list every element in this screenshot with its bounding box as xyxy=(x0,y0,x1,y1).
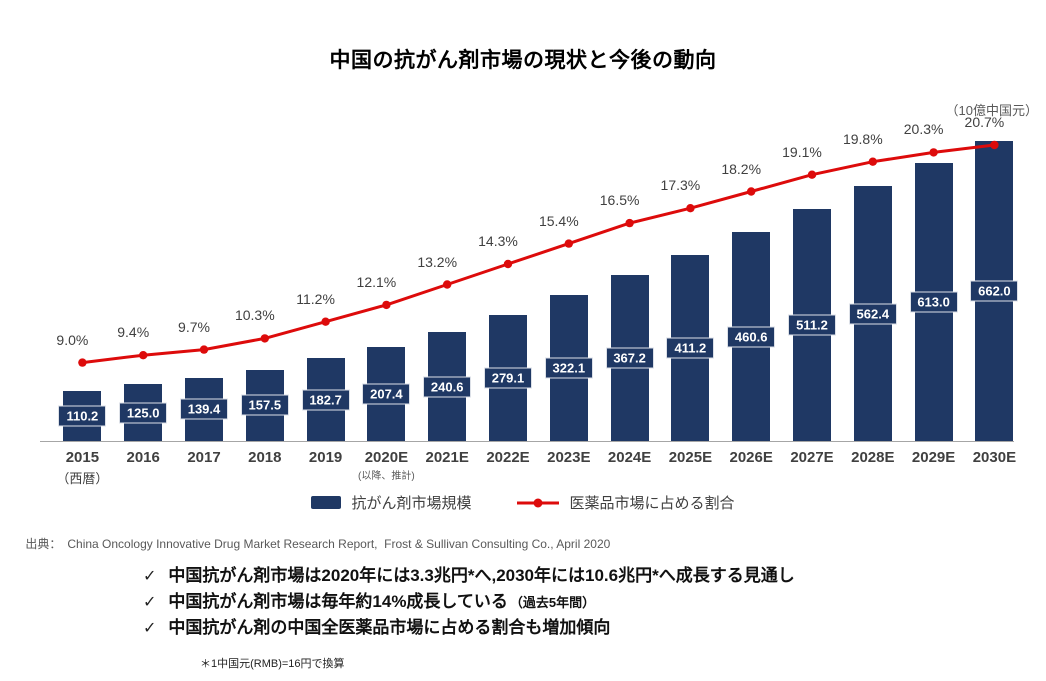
line-point-label: 9.4% xyxy=(117,324,150,341)
key-points-list: ✓ 中国抗がん剤市場は2020年には3.3兆円*へ,2030年には10.6兆円*… xyxy=(143,563,797,641)
line-point-label: 13.2% xyxy=(417,253,458,270)
line-point-label: 10.3% xyxy=(234,307,275,324)
key-point-2-text: 中国抗がん剤市場は毎年約14%成長している （過去5年間） xyxy=(168,592,596,611)
x-axis-label: 2026E xyxy=(729,449,773,466)
check-icon: ✓ xyxy=(143,620,157,637)
line-marker xyxy=(929,148,938,157)
key-point-1-text: 中国抗がん剤市場は2020年には3.3兆円*へ,2030年には10.6兆円*へ成… xyxy=(168,566,795,585)
line-marker xyxy=(625,218,634,228)
line-marker xyxy=(382,300,391,310)
x-axis-label: 2028E xyxy=(851,449,895,466)
line-marker xyxy=(747,187,756,196)
bar-value-label: 613.0 xyxy=(909,291,958,313)
line-marker xyxy=(199,345,209,354)
line-point-label: 9.7% xyxy=(178,318,210,335)
chart-legend: 抗がん剤市場規模 医薬品市場に占める割合 xyxy=(0,492,1046,513)
line-series-label: 医薬品市場に占める割合 xyxy=(569,495,735,512)
x-axis-label: 2015 xyxy=(65,449,100,466)
bar-value-label: 125.0 xyxy=(119,402,168,424)
source-note: 出典： China Oncology Innovative Drug Market… xyxy=(12,521,610,566)
line-marker xyxy=(807,170,817,179)
x-axis-label: 2017 xyxy=(187,449,221,466)
line-marker xyxy=(443,280,452,289)
x-axis-label: 2021E xyxy=(425,449,469,466)
bar-value-label: 182.7 xyxy=(301,389,350,411)
x-axis-label: 2023E xyxy=(547,449,591,466)
x-axis xyxy=(40,441,1014,442)
line-point-label: 19.1% xyxy=(782,143,822,160)
unit-label: （10億中国元） xyxy=(945,103,1038,118)
legend-bar-entry: 抗がん剤市場規模 xyxy=(311,492,472,513)
line-marker xyxy=(139,351,148,360)
key-point-2: ✓ 中国抗がん剤市場は毎年約14%成長している （過去5年間） xyxy=(143,589,797,615)
key-point-1: ✓ 中国抗がん剤市場は2020年には3.3兆円*へ,2030年には10.6兆円*… xyxy=(143,563,797,589)
x-axis-label: 2024E xyxy=(607,449,652,466)
line-point-label: 11.2% xyxy=(296,290,335,307)
bar-series-swatch xyxy=(311,496,342,509)
bar-value-label: 367.2 xyxy=(605,347,654,369)
bar-value-label: 322.1 xyxy=(544,357,593,379)
bar-value-label: 279.1 xyxy=(484,367,532,389)
bar-value-label: 240.6 xyxy=(423,376,472,397)
line-marker xyxy=(503,259,513,269)
line-marker xyxy=(868,157,877,166)
line-point-label: 9.0% xyxy=(56,331,89,348)
bar-value-label: 110.2 xyxy=(58,405,107,427)
line-point-label: 15.4% xyxy=(538,212,579,229)
x-axis-label: 2029E xyxy=(911,449,956,466)
line-marker xyxy=(564,239,573,248)
line-marker xyxy=(260,334,269,343)
x-axis-label: 2027E xyxy=(790,449,834,466)
x-axis-label: 2020E xyxy=(364,449,409,466)
check-icon: ✓ xyxy=(143,594,157,611)
bar-value-label: 460.6 xyxy=(727,326,776,348)
line-series-swatch-icon xyxy=(516,498,559,507)
check-icon: ✓ xyxy=(143,568,157,585)
bar-value-label: 139.4 xyxy=(180,398,228,420)
legend-line-entry: 医薬品市場に占める割合 xyxy=(516,492,735,513)
x-axis-label: 2019 xyxy=(308,449,343,466)
key-point-3-text: 中国抗がん剤の中国全医薬品市場に占める割合も増加傾向 xyxy=(168,618,611,637)
bar-value-label: 207.4 xyxy=(362,383,411,405)
line-marker xyxy=(78,358,87,367)
x-axis-label: 2018 xyxy=(248,449,282,466)
source-prefix: 出典： xyxy=(25,537,62,551)
key-point-3: ✓ 中国抗がん剤の中国全医薬品市場に占める割合も増加傾向 xyxy=(143,615,797,641)
x-axis-label: 2025E xyxy=(668,449,713,466)
bar-value-label: 562.4 xyxy=(848,303,897,325)
page-title: 中国の抗がん剤市場の現状と今後の動向 xyxy=(329,49,717,72)
x-axis-label: 2030E xyxy=(972,449,1017,466)
source-text: China Oncology Innovative Drug Market Re… xyxy=(67,537,611,551)
line-point-label: 18.2% xyxy=(721,160,762,177)
bar-value-label: 662.0 xyxy=(970,280,1019,302)
bar-series-label: 抗がん剤市場規模 xyxy=(351,495,472,512)
line-point-label: 19.8% xyxy=(842,130,883,147)
line-point-label: 17.3% xyxy=(660,177,701,194)
footnote: ＊1中国元(RMB)=16円で換算 xyxy=(200,658,345,670)
line-point-label: 16.5% xyxy=(599,192,640,209)
x-axis-label: 2016 xyxy=(126,449,160,466)
line-marker xyxy=(686,204,695,213)
bar-value-label: 511.2 xyxy=(788,314,836,336)
x-axis-note-year: （西暦） xyxy=(56,471,109,486)
line-marker xyxy=(321,317,330,326)
line-point-label: 20.3% xyxy=(903,121,944,138)
line-point-label: 14.3% xyxy=(478,233,518,249)
combo-chart: 110.2 2015 9.0% 125.0 2016 9.4% 139.4 2017 9.7% 1… xyxy=(40,114,1019,486)
line-point-label: 20.7% xyxy=(964,114,1005,130)
x-axis-label: 2022E xyxy=(486,449,530,466)
line-point-label: 12.1% xyxy=(356,273,397,290)
x-axis-note-estimate: (以降、推計) xyxy=(358,471,415,482)
bar-value-label: 157.5 xyxy=(240,394,289,416)
bar-value-label: 411.2 xyxy=(666,337,715,359)
